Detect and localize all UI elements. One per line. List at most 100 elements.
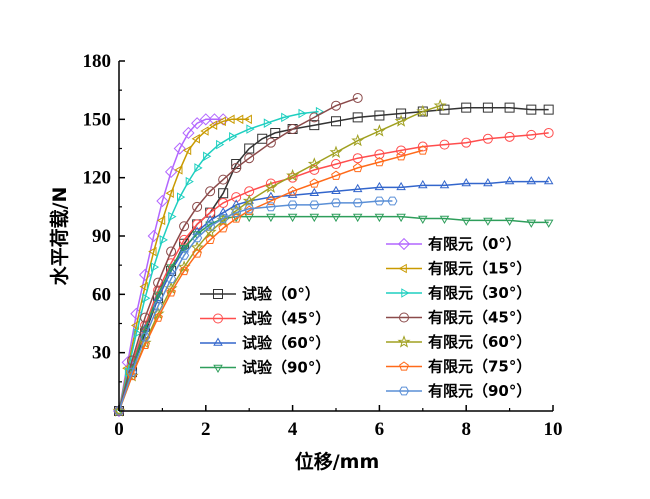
data-point [374, 110, 385, 121]
data-point [231, 162, 242, 173]
legend-swatch-marker [397, 335, 411, 348]
legend-label: 有限元（15°） [428, 260, 531, 278]
data-point [218, 223, 228, 233]
data-point [218, 174, 229, 185]
data-point [329, 145, 343, 159]
data-point [246, 124, 255, 134]
data-point [526, 129, 537, 140]
data-point [179, 265, 189, 276]
data-point [396, 181, 406, 191]
data-point [226, 114, 235, 125]
series-10 [114, 145, 428, 416]
data-point [159, 235, 168, 245]
data-point [151, 262, 160, 272]
x-tick-label: 6 [375, 419, 385, 440]
data-point [352, 198, 363, 208]
data-point [287, 186, 298, 196]
data-point [229, 132, 238, 142]
data-point [231, 199, 241, 208]
data-point [231, 213, 242, 223]
data-point [216, 139, 225, 150]
legend-swatch-marker [213, 337, 223, 346]
x-tick-label: 4 [288, 419, 298, 440]
data-point [394, 114, 408, 127]
data-point [396, 145, 407, 156]
data-point [433, 98, 447, 112]
data-point [416, 104, 430, 118]
data-point [309, 213, 320, 223]
series-line [118, 97, 358, 412]
data-point [242, 194, 256, 207]
data-point [244, 204, 255, 214]
series-11 [113, 196, 398, 416]
data-point [142, 293, 151, 303]
legend-swatch-marker [398, 263, 407, 274]
data-point [351, 133, 365, 147]
data-point [264, 180, 278, 194]
y-tick-label: 60 [92, 284, 111, 305]
data-point [209, 120, 218, 130]
data-point [200, 126, 209, 136]
data-point [286, 168, 300, 182]
series-line [118, 118, 250, 412]
data-point [331, 170, 341, 180]
data-point [166, 287, 176, 297]
legend-swatch-marker [213, 289, 223, 299]
legend-label: 试验（45°） [242, 310, 330, 328]
data-point [483, 217, 493, 226]
legend-label: 有限元（75°） [428, 358, 531, 376]
data-point [374, 156, 385, 167]
data-point [309, 164, 320, 175]
y-tick-label: 180 [83, 51, 112, 72]
series-line [118, 200, 393, 412]
x-tick-label: 8 [461, 419, 471, 440]
data-point [439, 104, 450, 115]
data-point [139, 332, 151, 342]
y-tick-label: 150 [83, 109, 112, 130]
data-point [439, 215, 450, 225]
data-point [526, 219, 537, 228]
data-point [352, 153, 363, 164]
data-point [205, 207, 216, 218]
y-tick-label: 90 [92, 226, 111, 247]
legend-item-4: 试验（90°） [200, 359, 330, 377]
data-point [372, 124, 386, 137]
legend-swatch-marker [398, 386, 410, 396]
data-point [191, 117, 204, 130]
legend-label: 有限元（0°） [428, 235, 521, 253]
data-point [179, 251, 190, 260]
data-point [140, 312, 151, 323]
y-axis-title: 水平荷载/N [48, 187, 71, 286]
data-point [263, 118, 273, 128]
data-point [461, 137, 472, 148]
data-point [190, 240, 204, 254]
series-line [118, 215, 549, 412]
data-point [218, 188, 229, 199]
data-point [217, 116, 226, 127]
data-point [244, 153, 255, 164]
axes-layer: 0 2 4 6 8 10 30 60 90 120 150 180 [83, 51, 563, 440]
data-point [309, 120, 320, 131]
data-point [387, 196, 398, 206]
data-point [439, 179, 450, 189]
data-point [374, 213, 385, 223]
data-point [113, 406, 125, 416]
legend-item-8: 有限元（45°） [386, 309, 531, 327]
data-point [139, 281, 148, 292]
data-point [396, 108, 407, 119]
data-point [396, 151, 406, 161]
data-point [331, 159, 341, 170]
legend-label: 试验（90°） [242, 359, 330, 377]
legend-swatch-marker [399, 361, 409, 371]
legend-item-1: 试验（0°） [200, 285, 320, 303]
data-point [205, 221, 216, 231]
data-point [504, 217, 515, 226]
x-tick-label: 10 [544, 419, 563, 440]
data-point [156, 194, 169, 208]
data-point [192, 201, 203, 212]
data-point [418, 215, 428, 225]
legend-label: 有限元（30°） [428, 284, 531, 302]
legend-swatch-marker [399, 312, 409, 323]
series-line [118, 149, 423, 412]
